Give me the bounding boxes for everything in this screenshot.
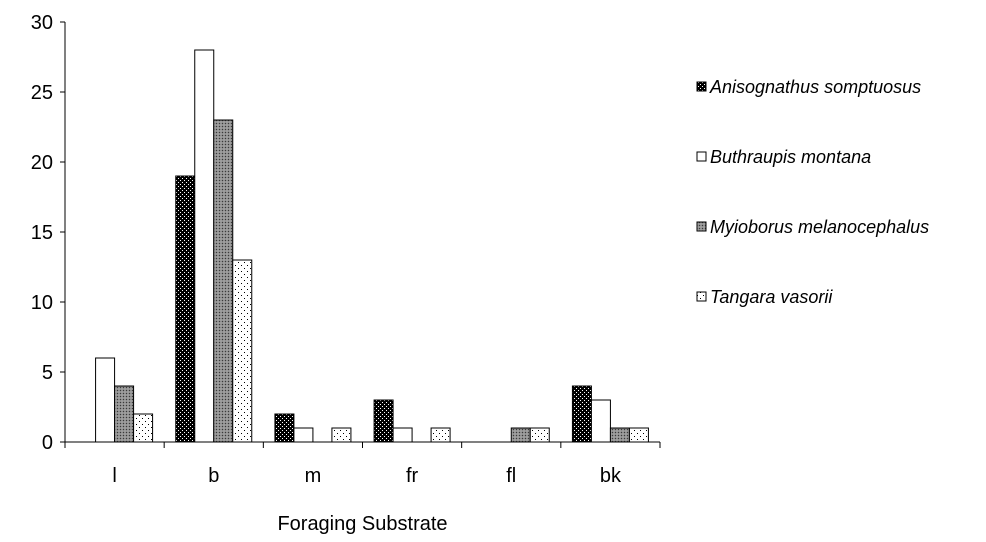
x-tick-label: m — [305, 465, 322, 487]
bar — [609, 427, 630, 443]
y-tick-label: 30 — [31, 12, 53, 34]
legend-swatch — [696, 81, 707, 92]
axis-labels: 0 5 10 15 20 25 30 l b m fr fl bk Foraging Substrate — [31, 12, 622, 535]
bar — [331, 427, 352, 443]
bar — [95, 357, 116, 443]
x-tick-label: b — [208, 465, 219, 487]
y-tick-label: 20 — [31, 152, 53, 174]
bars — [95, 49, 649, 443]
bar — [590, 399, 611, 443]
y-tick-label: 0 — [42, 432, 53, 454]
x-tick-label: fl — [506, 465, 516, 487]
x-tick-label: fr — [406, 465, 419, 487]
axes — [60, 21, 661, 448]
y-tick-label: 25 — [31, 82, 53, 104]
bar — [628, 427, 649, 443]
bar — [274, 413, 295, 443]
x-tick-label: l — [112, 465, 116, 487]
bar — [114, 385, 135, 443]
bar — [232, 259, 253, 443]
legend-swatch — [696, 151, 707, 162]
bar — [133, 413, 154, 443]
bar — [175, 175, 196, 443]
x-tick-label: bk — [600, 465, 622, 487]
bar — [293, 427, 314, 443]
bar — [392, 427, 413, 443]
x-axis-title: Foraging Substrate — [277, 513, 447, 535]
y-tick-label: 10 — [31, 292, 53, 314]
bar — [213, 119, 234, 443]
bar — [571, 385, 592, 443]
bar — [373, 399, 394, 443]
bar — [194, 49, 215, 443]
legend-label: Myioborus melanocephalus — [710, 217, 929, 237]
y-tick-label: 5 — [42, 362, 53, 384]
bar — [510, 427, 531, 443]
legend-label: Anisognathus somptuosus — [709, 77, 921, 97]
legend-swatch — [696, 291, 707, 302]
legend-label: Buthraupis montana — [710, 147, 871, 167]
y-tick-label: 15 — [31, 222, 53, 244]
bar — [529, 427, 550, 443]
bar — [430, 427, 451, 443]
legend: Anisognathus somptuosus Buthraupis montan… — [696, 77, 929, 307]
legend-label: Tangara vasorii — [710, 287, 833, 307]
legend-swatch — [696, 221, 707, 232]
